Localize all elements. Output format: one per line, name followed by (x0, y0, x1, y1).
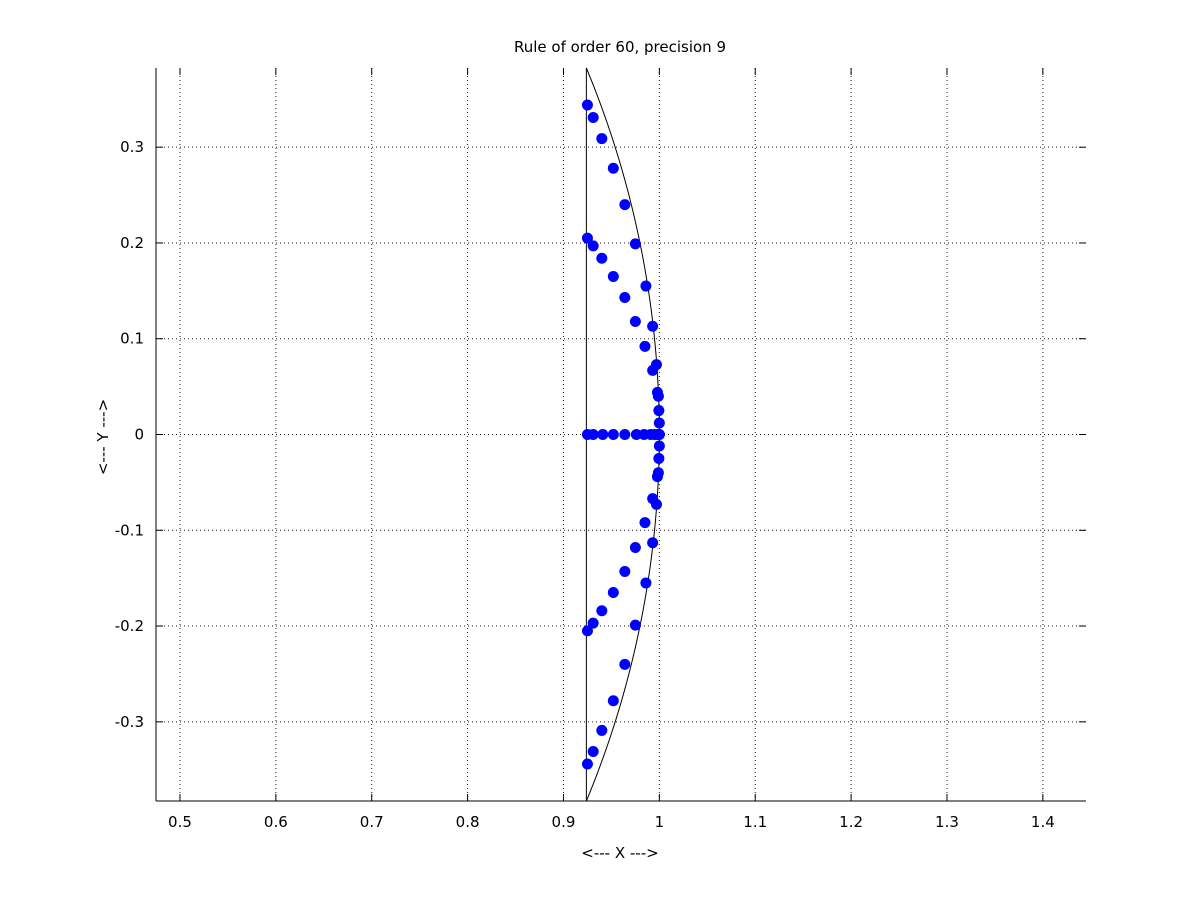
data-point (587, 617, 599, 629)
data-point (651, 471, 663, 483)
data-point (607, 429, 619, 440)
y-tick-label: 0 (134, 426, 144, 444)
x-tick-label: 1.1 (743, 813, 767, 831)
x-tick-label: 0.8 (456, 813, 480, 831)
data-point (596, 605, 608, 617)
y-tick-label: 0.1 (120, 330, 144, 348)
quadrature-points (581, 99, 665, 770)
data-point (629, 542, 641, 554)
data-point (647, 493, 659, 505)
data-point (639, 517, 651, 529)
x-tick-label: 0.7 (360, 813, 384, 831)
data-point (607, 162, 619, 174)
data-point (619, 429, 631, 440)
data-point (607, 695, 619, 707)
data-point (619, 199, 631, 211)
data-point (587, 111, 599, 123)
data-point (619, 565, 631, 577)
data-point (587, 429, 599, 440)
x-tick-label: 1 (655, 813, 665, 831)
x-tick-label: 1.3 (935, 813, 959, 831)
data-point (647, 537, 659, 549)
data-point (653, 405, 665, 417)
data-point (581, 625, 593, 637)
data-point (596, 724, 608, 736)
y-tick-label: 0.2 (120, 234, 144, 252)
data-point (619, 292, 631, 304)
data-point (629, 619, 641, 631)
data-point (581, 99, 593, 111)
data-point (647, 364, 659, 376)
data-point (607, 270, 619, 282)
x-tick-label: 0.9 (552, 813, 576, 831)
data-point (596, 133, 608, 145)
y-axis-label: <--- Y ---> (94, 399, 112, 475)
x-tick-label: 0.6 (264, 813, 288, 831)
data-point (653, 429, 665, 440)
y-tick-labels: -0.3 -0.2 -0.1 0 0.1 0.2 0.3 (115, 138, 144, 731)
x-tick-label: 1.2 (839, 813, 863, 831)
data-point (607, 587, 619, 599)
data-point (587, 240, 599, 252)
data-point (630, 429, 642, 440)
data-point (581, 232, 593, 244)
y-tick-label: -0.1 (115, 521, 144, 539)
chart-title: Rule of order 60, precision 9 (514, 38, 726, 56)
data-point (597, 429, 609, 440)
y-tick-label: -0.3 (115, 713, 144, 731)
data-point (581, 758, 593, 770)
data-point (653, 440, 665, 452)
data-point (647, 320, 659, 332)
data-point (640, 577, 652, 589)
data-point (619, 658, 631, 670)
data-point (639, 340, 651, 352)
x-axis-label: <--- X ---> (581, 844, 658, 862)
data-point (629, 315, 641, 327)
data-point (587, 746, 599, 758)
y-tick-label: 0.3 (120, 138, 144, 156)
plot-axes (155, 68, 1086, 802)
x-tick-label: 0.5 (168, 813, 192, 831)
data-point (653, 417, 665, 429)
data-point (651, 386, 663, 398)
x-tick-label: 1.4 (1031, 813, 1055, 831)
y-tick-label: -0.2 (115, 617, 144, 635)
data-point (653, 452, 665, 464)
data-point (596, 252, 608, 264)
data-point (629, 238, 641, 250)
x-tick-labels: 0.5 0.6 0.7 0.8 0.9 1 1.1 1.2 1.3 1.4 (168, 813, 1055, 831)
data-point (640, 280, 652, 292)
